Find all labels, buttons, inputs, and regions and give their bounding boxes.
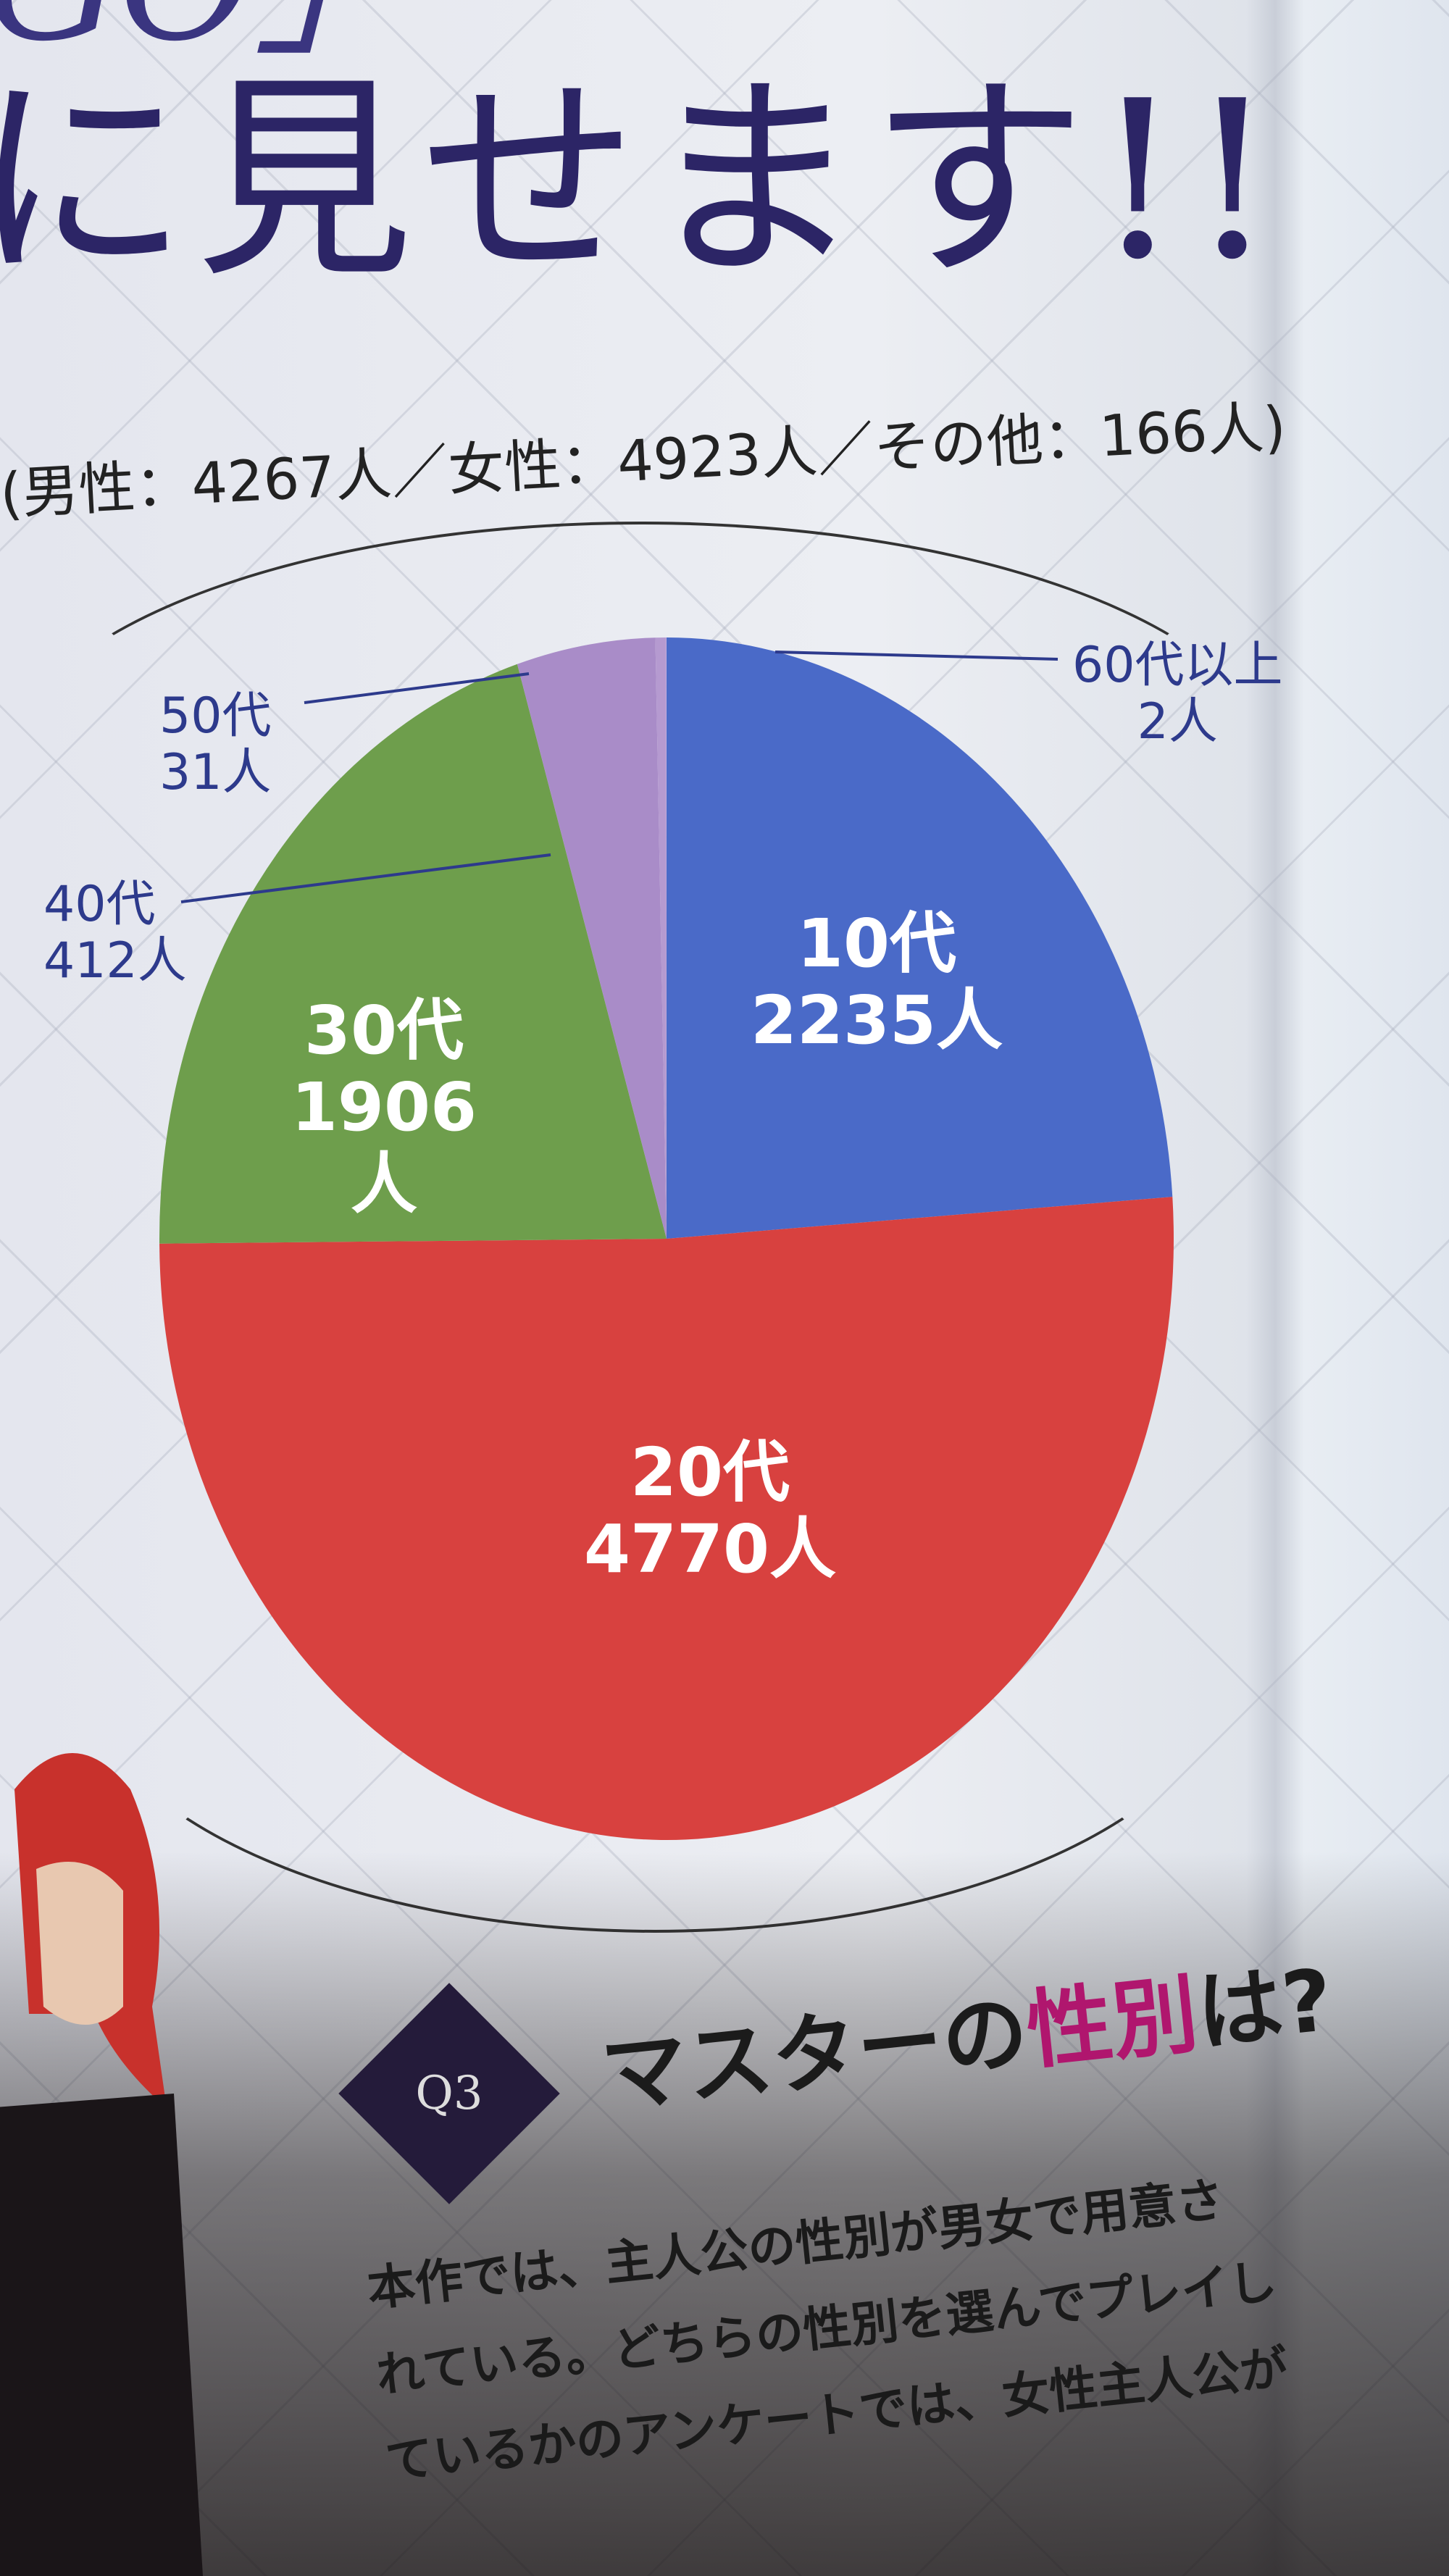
headline: に見せます!! [0,54,1284,307]
pie-slice-4 [655,637,667,1239]
slice-name: 10代 [796,905,957,982]
top-divider-arc [0,522,1281,1034]
pie-slice-2 [159,664,667,1244]
slice-name: 60代以上 [1072,637,1283,694]
slice-value: 412人 [43,932,187,990]
slice-label-40s: 40代 412人 [43,876,187,990]
question-title-post: は? [1192,1949,1337,2064]
leader-line-40s [180,853,551,903]
character-illustration [0,1753,203,2576]
headline-top: GO」 [0,0,422,65]
photo-shadow [0,1852,1449,2576]
slice-value: 1906人 [291,1068,477,1223]
pie-slice-0 [667,637,1173,1239]
slice-label-50s: 50代 31人 [159,687,272,802]
q3-label: Q3 [415,2067,483,2120]
bottom-divider-arc [72,1376,1237,1933]
slice-name: 40代 [43,876,156,933]
slice-label-30s: 30代 1906人 [261,992,507,1222]
slice-value: 2235人 [750,981,1003,1059]
leader-line-60s [774,651,1058,661]
q3-badge: Q3 [338,1983,560,2204]
pie-slice-5 [666,637,667,1239]
slice-label-60s-plus: 60代以上 2人 [1072,637,1283,750]
question-title-highlight: 性別 [1022,1963,1203,2081]
pie-slice-3 [517,637,667,1239]
slice-value: 2人 [1137,693,1218,751]
slice-name: 30代 [304,992,464,1069]
slice-label-10s: 10代 2235人 [746,906,1007,1059]
leader-line-50s [304,672,530,704]
slice-name: 50代 [159,687,272,745]
slice-value: 31人 [159,744,272,802]
